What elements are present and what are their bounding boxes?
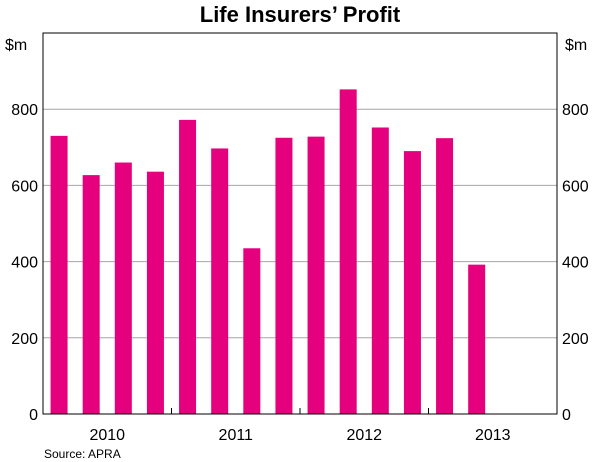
- y-axis-left-unit: $m: [5, 37, 27, 54]
- source-note: Source: APRA: [44, 447, 121, 461]
- bar: [82, 175, 100, 414]
- x-axis-year-labels: 2010 2011 2012 2013: [89, 427, 510, 444]
- axis-ticks: [171, 408, 429, 414]
- bar: [339, 89, 357, 414]
- bar: [114, 162, 132, 414]
- x-tick-label: 2010: [89, 427, 125, 444]
- x-tick-label: 2011: [219, 427, 254, 444]
- y-tick-label-left: 200: [11, 331, 38, 348]
- bar: [403, 151, 421, 415]
- bar: [275, 137, 293, 414]
- y-tick-label-left: 800: [11, 102, 38, 119]
- y-axis-left-labels: 0 200 400 600 800: [11, 102, 38, 424]
- y-tick-label-right: 800: [562, 102, 589, 119]
- bar: [307, 136, 325, 414]
- y-tick-label-right: 400: [562, 255, 589, 272]
- bar: [50, 135, 68, 414]
- x-tick-label: 2013: [475, 427, 511, 444]
- bar: [211, 148, 229, 414]
- y-tick-label-right: 0: [562, 407, 571, 424]
- bar: [468, 264, 486, 414]
- bar: [371, 127, 389, 414]
- y-tick-label-left: 600: [11, 178, 38, 195]
- y-axis-right-unit: $m: [565, 37, 587, 54]
- y-tick-label-left: 400: [11, 255, 38, 272]
- y-axis-right-labels: 0 200 400 600 800: [562, 102, 589, 424]
- bar: [179, 119, 197, 415]
- bar: [243, 248, 261, 414]
- x-tick-label: 2012: [346, 427, 382, 444]
- bar: [146, 171, 164, 414]
- bar: [436, 138, 454, 414]
- bars: [50, 89, 486, 415]
- chart-title: Life Insurers’ Profit: [199, 2, 401, 27]
- y-tick-label-right: 600: [562, 178, 589, 195]
- y-tick-label-left: 0: [29, 407, 38, 424]
- y-tick-label-right: 200: [562, 331, 589, 348]
